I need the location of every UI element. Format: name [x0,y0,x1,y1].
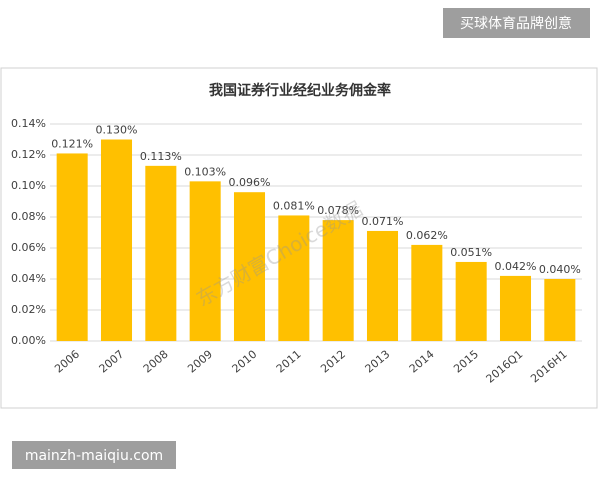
bar [455,261,487,341]
bar [56,153,88,341]
value-label: 0.113% [140,150,182,163]
bar [100,139,133,341]
bar [544,279,576,341]
y-tick-label: 0.04% [11,272,46,285]
y-tick-label: 0.06% [11,241,46,254]
value-label: 0.078% [317,204,359,217]
value-label: 0.096% [229,176,271,189]
top-badge [443,8,590,38]
value-label: 0.130% [96,124,138,137]
bottom-badge-text: mainzh-maiqiu.com [25,448,163,464]
value-label: 0.081% [273,199,315,212]
bar [411,244,443,341]
y-tick-label: 0.12% [11,148,46,161]
value-label: 0.121% [51,137,93,150]
chart-title: 我国证券行业经纪业务佣金率 [209,82,391,99]
y-tick-label: 0.14% [11,117,46,130]
bar [499,275,532,341]
value-label: 0.040% [539,263,581,276]
bar [145,165,177,341]
bar [233,192,266,341]
y-tick-label: 0.00% [11,334,46,347]
value-label: 0.071% [362,215,404,228]
value-label: 0.103% [184,165,226,178]
bar [322,220,354,341]
y-tick-label: 0.08% [11,210,46,223]
bar [366,230,399,341]
value-label: 0.062% [406,229,448,242]
value-label: 0.051% [450,246,492,259]
value-label: 0.042% [495,260,537,273]
bar [278,215,310,341]
y-tick-label: 0.02% [11,303,46,316]
y-tick-label: 0.10% [11,179,46,192]
bottom-badge [12,441,176,469]
top-badge-text: 买球体育品牌创意 [460,15,572,32]
bar [189,181,221,341]
